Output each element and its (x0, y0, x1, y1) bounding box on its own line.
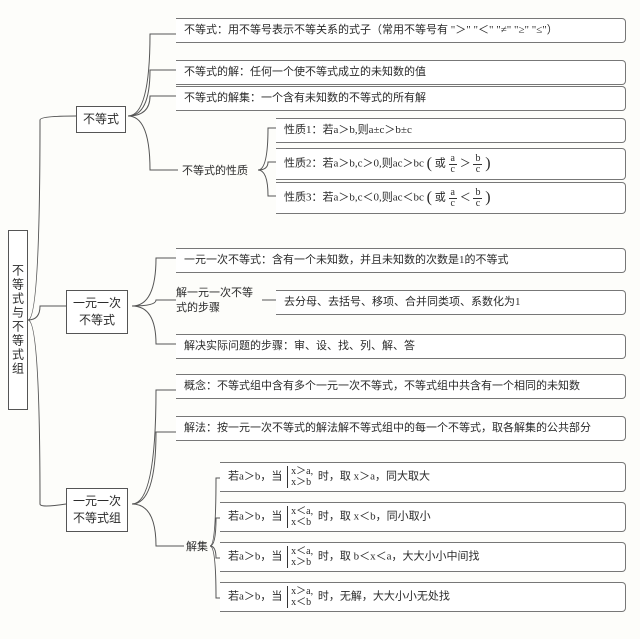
label-properties: 不等式的性质 (182, 164, 248, 179)
leaf-solution-set: 不等式的解集：一个含有未知数的不等式的所有解 (176, 86, 626, 111)
case3-post: 时，取 b＜x＜a，大大小小中间找 (318, 551, 480, 563)
sys4: x＞a,x＜b (287, 586, 313, 608)
leaf-case1: 若a＞b，当 x＞a,x＞b 时，取 x＞a，同大取大 (220, 462, 626, 492)
leaf-sys-method: 解法：按一元一次不等式的解法解不等式组中的每一个不等式，取各解集的公共部分 (176, 416, 626, 441)
leaf-case3: 若a＞b，当 x＜a,x＞b 时，取 b＜x＜a，大大小小中间找 (220, 542, 626, 572)
prop2-text: 性质2：若a＞b,c＞0,则ac＞bc (284, 158, 424, 170)
sys1: x＞a,x＞b (287, 466, 313, 488)
node-inequality: 不等式 (76, 106, 126, 133)
frac-ac2: ac (449, 188, 457, 209)
case2-post: 时，取 x＜b，同小取小 (318, 511, 431, 523)
frac-bc2: bc (473, 188, 482, 209)
case3-pre: 若a＞b，当 (228, 551, 282, 563)
case4-pre: 若a＞b，当 (228, 591, 282, 603)
leaf-prop1: 性质1：若a＞b,则a±c＞b±c (276, 118, 626, 143)
node-linear-ineq: 一元一次 不等式 (66, 290, 128, 334)
root-node: 不等式与不等式组 (8, 230, 28, 410)
frac-bc: bc (473, 154, 482, 175)
case4-post: 时，无解，大大小小无处找 (318, 591, 450, 603)
prop2-or: 或 (435, 158, 446, 170)
paren-close: ) (485, 155, 490, 172)
leaf-def: 不等式：用不等号表示不等关系的式子（常用不等号有 "＞" "＜" "≠" "≥"… (176, 18, 626, 43)
label-jieji: 解集 (186, 540, 208, 555)
leaf-sys-concept: 概念：不等式组中含有多个一元一次不等式，不等式组中共含有一个相同的未知数 (176, 374, 626, 399)
paren-close2: ) (485, 189, 490, 206)
leaf-case2: 若a＞b，当 x＜a,x＜b 时，取 x＜b，同小取小 (220, 502, 626, 532)
paren-open2: ( (427, 189, 432, 206)
case2-pre: 若a＞b，当 (228, 511, 282, 523)
paren-open: ( (427, 155, 432, 172)
label-steps: 解一元一次不等 式的步骤 (176, 286, 253, 317)
leaf-solution: 不等式的解：任何一个使不等式成立的未知数的值 (176, 60, 626, 85)
sys3: x＜a,x＞b (287, 546, 313, 568)
node-ineq-system: 一元一次 不等式组 (66, 488, 128, 532)
leaf-case4: 若a＞b，当 x＞a,x＜b 时，无解，大大小小无处找 (220, 582, 626, 612)
case1-post: 时，取 x＞a，同大取大 (318, 471, 430, 483)
case1-pre: 若a＞b，当 (228, 471, 282, 483)
sys2: x＜a,x＜b (287, 506, 313, 528)
leaf-prop2: 性质2：若a＞b,c＞0,则ac＞bc ( 或 ac ＞ bc ) (276, 148, 626, 180)
leaf-real-problem: 解决实际问题的步骤：审、设、找、列、解、答 (176, 334, 626, 359)
leaf-steps: 去分母、去括号、移项、合并同类项、系数化为1 (276, 290, 626, 315)
leaf-linear-def: 一元一次不等式：含有一个未知数，并且未知数的次数是1的不等式 (176, 248, 626, 273)
leaf-prop3: 性质3：若a＞b,c＜0,则ac＜bc ( 或 ac ＜ bc ) (276, 182, 626, 214)
frac-ac: ac (449, 154, 457, 175)
prop3-or: 或 (435, 192, 446, 204)
prop3-text: 性质3：若a＞b,c＜0,则ac＜bc (284, 192, 424, 204)
